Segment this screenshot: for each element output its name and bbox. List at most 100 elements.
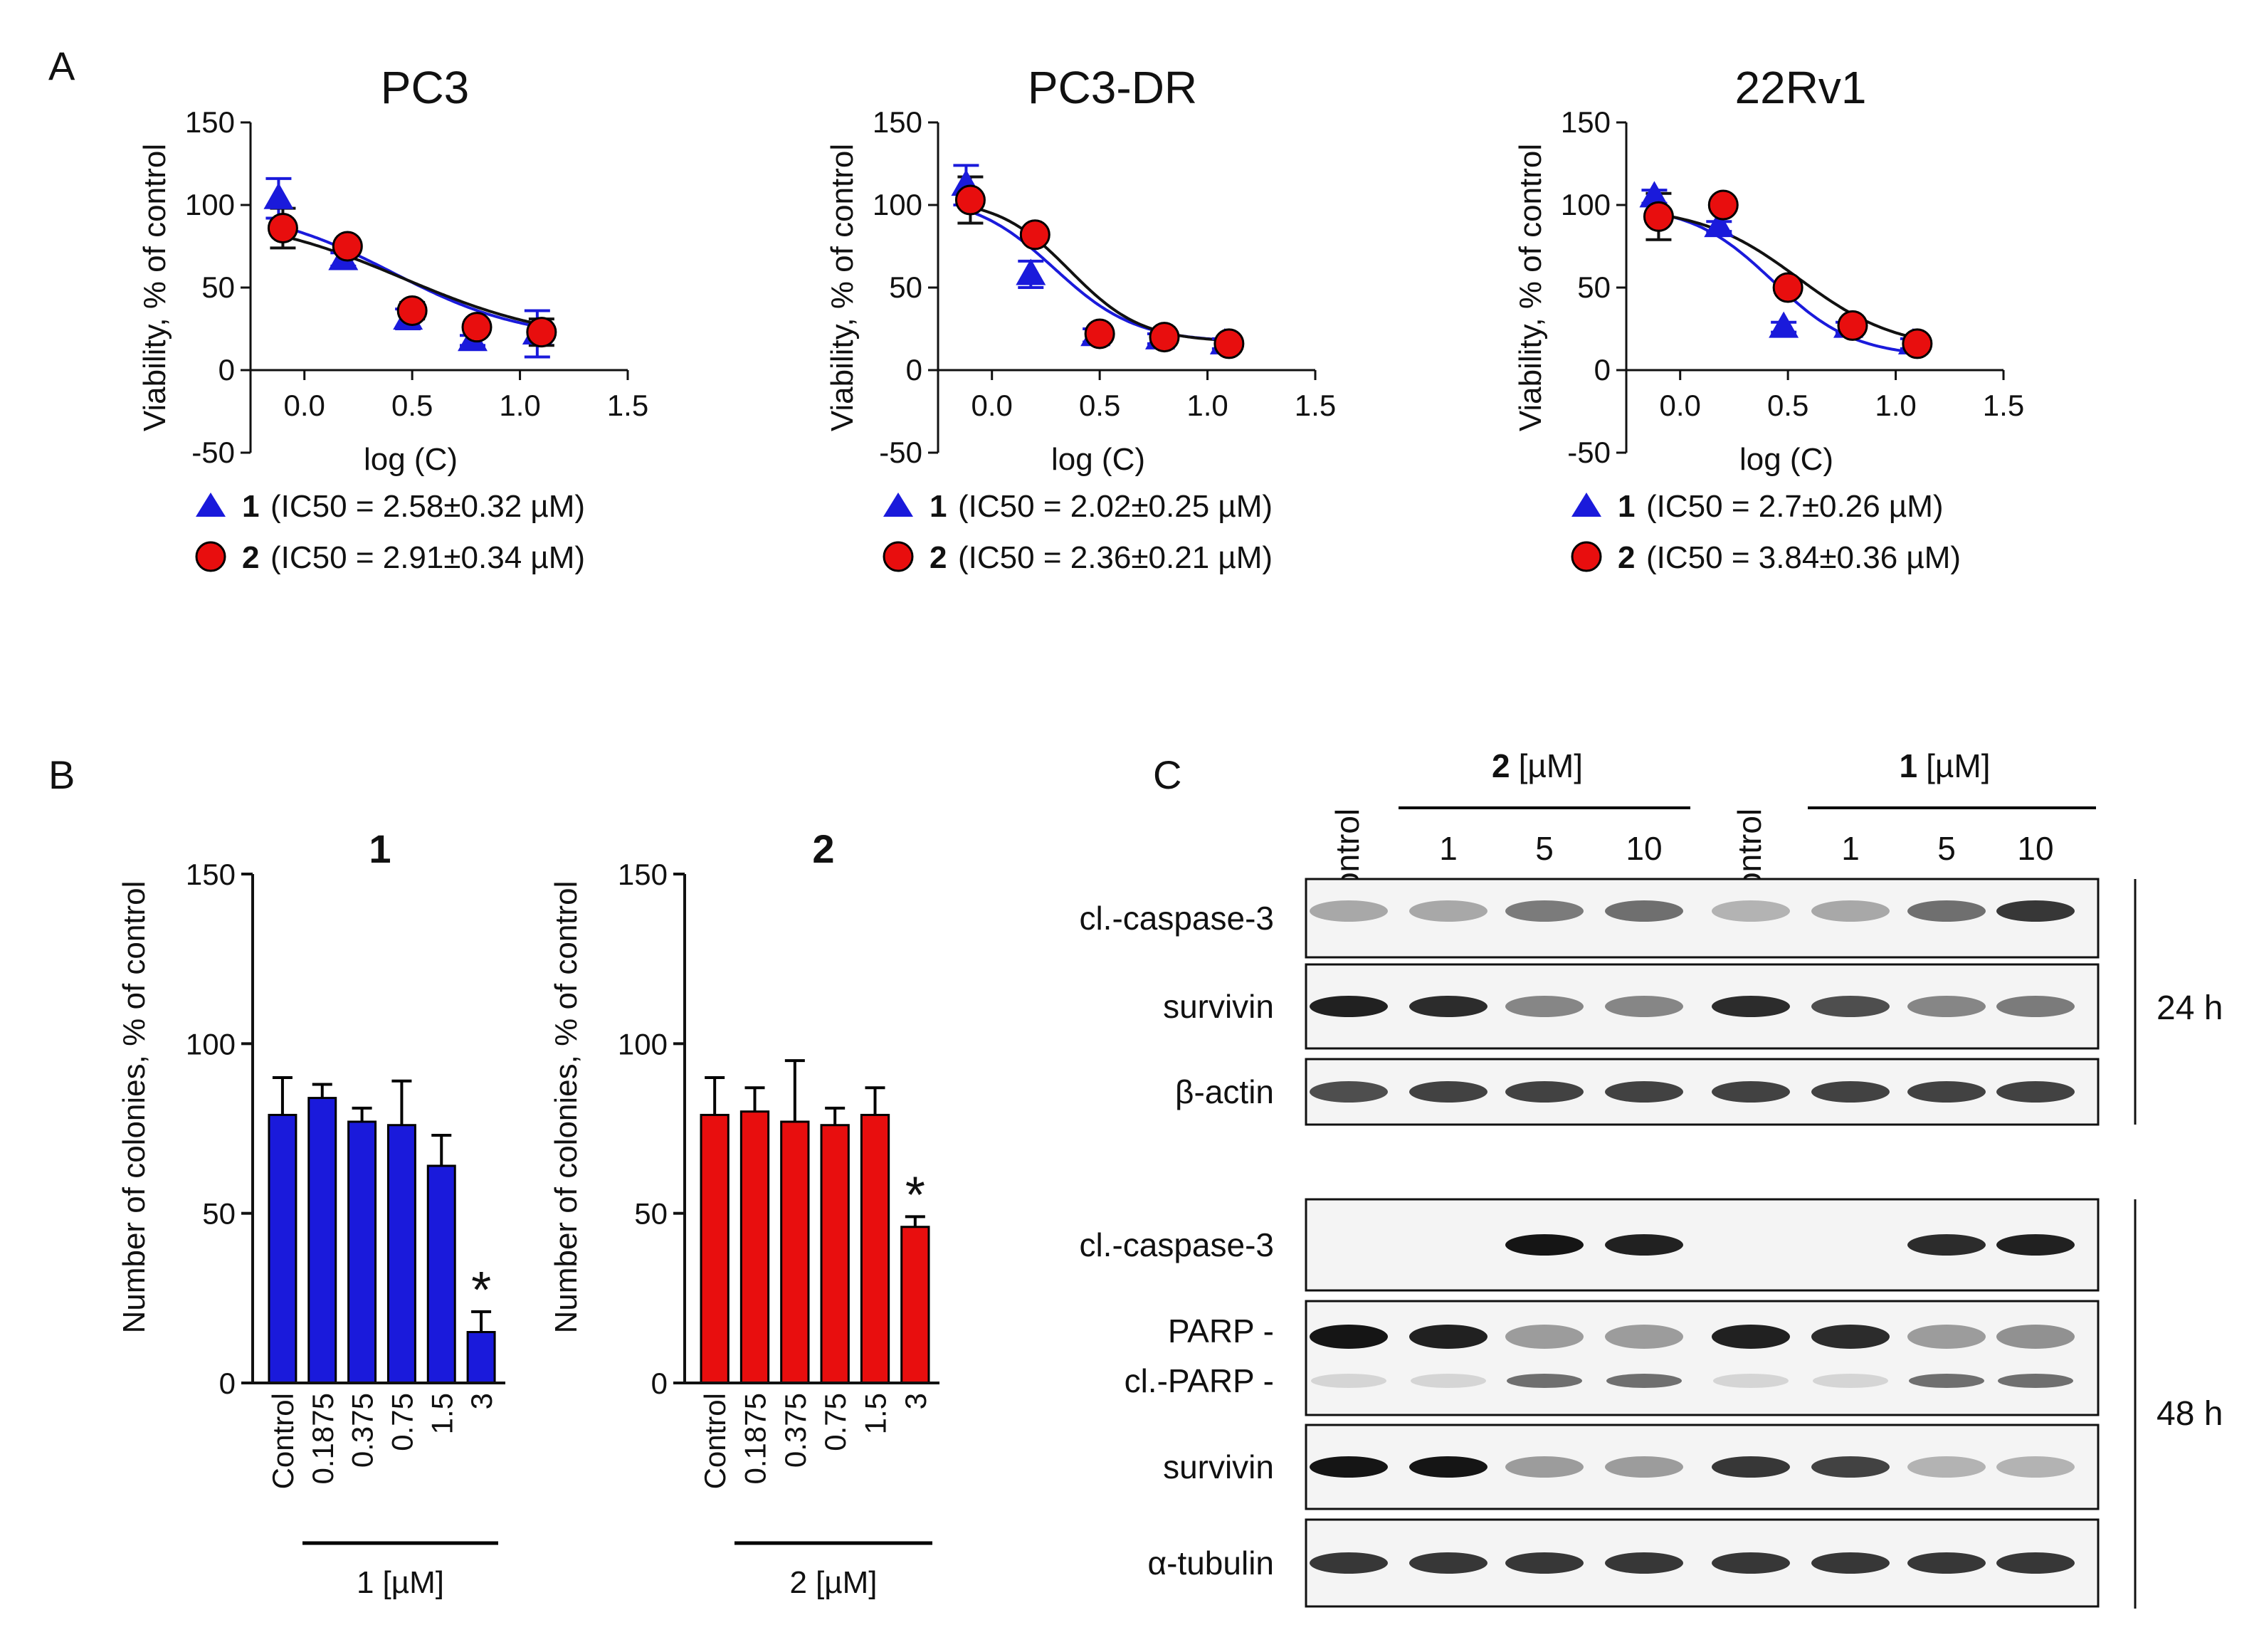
legend-triangle-icon bbox=[883, 493, 913, 517]
blot-band bbox=[1811, 1325, 1890, 1349]
significance-asterisk: * bbox=[905, 1167, 925, 1224]
blot-band bbox=[1712, 1081, 1790, 1103]
y-tick-label: 0 bbox=[651, 1367, 668, 1400]
group-header-compound: 1 bbox=[1900, 747, 1918, 784]
legend-ic50-label: (IC50 = 2.36±0.21 µM) bbox=[958, 540, 1273, 575]
bar bbox=[307, 1097, 337, 1384]
blot-band bbox=[1505, 1081, 1584, 1103]
y-tick-label: 100 bbox=[185, 188, 235, 221]
y-tick-label: 150 bbox=[618, 858, 668, 891]
blot-band bbox=[1310, 900, 1388, 922]
legend-ic50-label: (IC50 = 2.58±0.32 µM) bbox=[270, 489, 585, 524]
x-tick-label: 0.5 bbox=[391, 389, 433, 422]
blot-band bbox=[1409, 1552, 1487, 1574]
data-point-triangle bbox=[263, 182, 294, 209]
x-tick-label: 0.0 bbox=[284, 389, 325, 422]
x-tick-label: 0.75 bbox=[818, 1393, 852, 1451]
bar bbox=[268, 1113, 297, 1384]
blot-band bbox=[1907, 1234, 1986, 1256]
x-tick-label: 0.75 bbox=[385, 1393, 418, 1451]
blot-band bbox=[1813, 1374, 1888, 1388]
bar bbox=[347, 1120, 377, 1384]
lane-label-dose: 5 bbox=[1535, 830, 1554, 867]
y-tick-label: 150 bbox=[186, 858, 236, 891]
data-point-circle bbox=[1902, 328, 1933, 359]
blot-band bbox=[1712, 1456, 1790, 1478]
data-point-circle bbox=[1837, 310, 1868, 341]
legend-series-name: 2 bbox=[242, 540, 259, 575]
legend-series-name: 1 bbox=[242, 489, 259, 524]
data-point-circle bbox=[332, 231, 363, 262]
lane-label-dose: 10 bbox=[2017, 830, 2053, 867]
blot-band bbox=[1605, 900, 1683, 922]
blot-band bbox=[1505, 1234, 1584, 1256]
data-point-circle bbox=[1084, 318, 1115, 349]
group-header-unit: [µM] bbox=[1926, 747, 1990, 784]
y-tick-label: 50 bbox=[889, 270, 922, 304]
blot-band bbox=[1996, 1325, 2075, 1349]
blot-band bbox=[1409, 1081, 1487, 1103]
blot-row-label: cl.-caspase-3 bbox=[1079, 900, 1274, 937]
data-point-circle bbox=[396, 295, 428, 326]
panel-letter-a: A bbox=[48, 43, 75, 88]
y-tick-label: 150 bbox=[873, 105, 922, 139]
group-header-compound: 2 bbox=[1492, 747, 1510, 784]
x-tick-label: 1.5 bbox=[607, 389, 648, 422]
blot-band bbox=[1712, 900, 1790, 922]
legend-circle-icon bbox=[195, 541, 226, 572]
bar bbox=[739, 1110, 770, 1384]
y-tick-label: 0 bbox=[906, 353, 922, 386]
lane-label-dose: 10 bbox=[1626, 830, 1662, 867]
y-axis-label: Number of colonies, % of control bbox=[117, 881, 152, 1334]
blot-band bbox=[1907, 1456, 1986, 1478]
blot-row-label: cl.-PARP - bbox=[1125, 1362, 1274, 1399]
blot-band bbox=[1605, 1325, 1683, 1349]
x-tick-label: 1.5 bbox=[1295, 389, 1336, 422]
lane-label-dose: 1 bbox=[1841, 830, 1860, 867]
blot-band bbox=[1712, 1325, 1790, 1349]
blot-band bbox=[1605, 996, 1683, 1017]
x-tick-label: 0.0 bbox=[1660, 389, 1701, 422]
group-label-unit: [µM] bbox=[816, 1565, 877, 1600]
blot-band bbox=[1605, 1081, 1683, 1103]
legend-triangle-icon bbox=[196, 493, 226, 517]
data-point-triangle bbox=[1769, 311, 1799, 338]
x-tick-label: 1.5 bbox=[425, 1393, 458, 1434]
blot-band bbox=[1411, 1374, 1486, 1388]
blot-row-label: α-tubulin bbox=[1148, 1545, 1274, 1582]
blot-band bbox=[1907, 1081, 1986, 1103]
dose-response-chart-22rv1: 22Rv1 150 100 50 0 -50 0.0 0.5 1.0 1.5 log (C) Viab… bbox=[1513, 62, 2024, 575]
blot-band bbox=[1409, 900, 1487, 922]
bar bbox=[860, 1113, 890, 1384]
y-tick-label: 0 bbox=[219, 1367, 236, 1400]
legend-ic50-label: (IC50 = 2.7±0.26 µM) bbox=[1646, 489, 1944, 524]
data-point-circle bbox=[1019, 219, 1050, 251]
blot-band bbox=[1505, 996, 1584, 1017]
blot-band bbox=[1409, 996, 1487, 1017]
blot-band bbox=[1310, 1456, 1388, 1478]
x-tick-label: 1.0 bbox=[1186, 389, 1228, 422]
x-axis-label: log (C) bbox=[1739, 442, 1833, 477]
fit-curve-2 bbox=[1654, 212, 1927, 342]
lane-label-dose: 1 bbox=[1439, 830, 1458, 867]
blot-band bbox=[1996, 1081, 2075, 1103]
group-label: 2 [µM] bbox=[790, 1565, 878, 1600]
western-blot-panel: Control 1 5 10 Control 1 5 102 [µM] 1 [µM]cl.-casp… bbox=[1079, 747, 2223, 1609]
chart-title: 1 bbox=[369, 826, 391, 871]
blot-band bbox=[1996, 996, 2075, 1017]
blot-band bbox=[1907, 1552, 1986, 1574]
blot-band bbox=[1605, 1456, 1683, 1478]
x-tick-label: 0.5 bbox=[1767, 389, 1808, 422]
y-tick-label: 150 bbox=[1561, 105, 1611, 139]
legend-ic50-label: (IC50 = 2.02±0.25 µM) bbox=[958, 489, 1273, 524]
x-tick-label: Control bbox=[266, 1393, 300, 1489]
blot-row-label: survivin bbox=[1163, 988, 1274, 1025]
blot-band bbox=[1505, 1325, 1584, 1349]
y-tick-label: 50 bbox=[202, 1197, 236, 1231]
y-tick-label: 100 bbox=[618, 1027, 668, 1061]
x-tick-label: Control bbox=[698, 1393, 732, 1489]
legend-series-name: 1 bbox=[930, 489, 947, 524]
data-point-triangle bbox=[1639, 181, 1670, 208]
data-point-circle bbox=[1643, 201, 1674, 232]
chart-title: PC3-DR bbox=[1028, 62, 1197, 113]
